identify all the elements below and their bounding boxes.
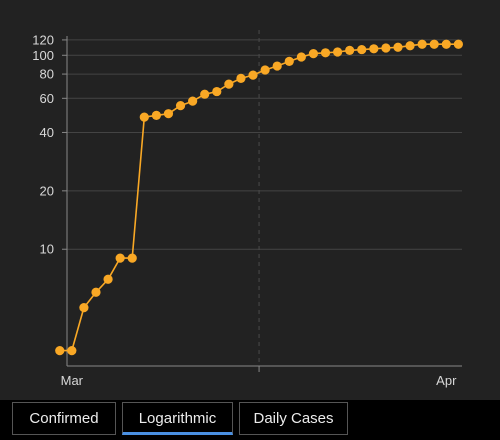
- data-point: [67, 346, 77, 356]
- data-point: [369, 44, 379, 54]
- tab-bar: Confirmed Logarithmic Daily Cases: [0, 400, 500, 440]
- data-point: [284, 56, 294, 66]
- data-point: [393, 42, 403, 52]
- data-point: [151, 110, 161, 120]
- y-tick-label: 60: [40, 91, 54, 106]
- data-point: [308, 49, 319, 59]
- data-point: [175, 101, 186, 111]
- data-point: [115, 253, 125, 263]
- data-point: [139, 112, 149, 122]
- data-point: [188, 96, 198, 106]
- tab-logarithmic[interactable]: Logarithmic: [122, 402, 233, 435]
- data-point: [55, 346, 65, 356]
- data-point: [127, 253, 137, 263]
- data-point: [224, 79, 234, 89]
- data-point: [91, 287, 101, 297]
- data-point: [453, 39, 463, 49]
- data-point: [200, 89, 210, 99]
- line-layer: [59, 43, 459, 352]
- data-point: [103, 274, 113, 284]
- y-tick-label: 100: [32, 48, 54, 63]
- data-point: [429, 39, 439, 49]
- data-point: [332, 47, 343, 57]
- data-point: [357, 44, 367, 55]
- data-point: [417, 39, 427, 49]
- axis-layer: [62, 36, 462, 372]
- point-layer: [55, 39, 463, 356]
- x-tick-label: Mar: [61, 373, 84, 388]
- data-point: [441, 39, 451, 49]
- data-point: [272, 61, 282, 71]
- y-tick-label: 40: [40, 125, 54, 140]
- tab-daily-cases[interactable]: Daily Cases: [239, 402, 348, 435]
- data-point: [296, 52, 306, 62]
- y-tick-label: 80: [40, 67, 54, 82]
- data-point: [260, 65, 270, 75]
- data-point: [405, 41, 415, 51]
- grid-layer: [67, 30, 462, 366]
- y-tick-label: 20: [40, 183, 54, 198]
- data-point: [212, 86, 222, 97]
- series-line: [59, 43, 459, 352]
- data-point: [320, 48, 331, 58]
- data-point: [79, 303, 89, 313]
- data-point: [345, 45, 355, 55]
- chart-area: 10 20 40 60 80 100 120 Mar Apr: [32, 30, 463, 388]
- data-point: [236, 73, 246, 83]
- y-tick-label: 10: [40, 242, 54, 257]
- tab-confirmed[interactable]: Confirmed: [12, 402, 116, 435]
- data-point: [381, 43, 391, 53]
- data-point: [163, 109, 174, 119]
- y-tick-label: 120: [32, 32, 54, 47]
- data-point: [248, 70, 258, 80]
- x-tick-label: Apr: [436, 373, 457, 388]
